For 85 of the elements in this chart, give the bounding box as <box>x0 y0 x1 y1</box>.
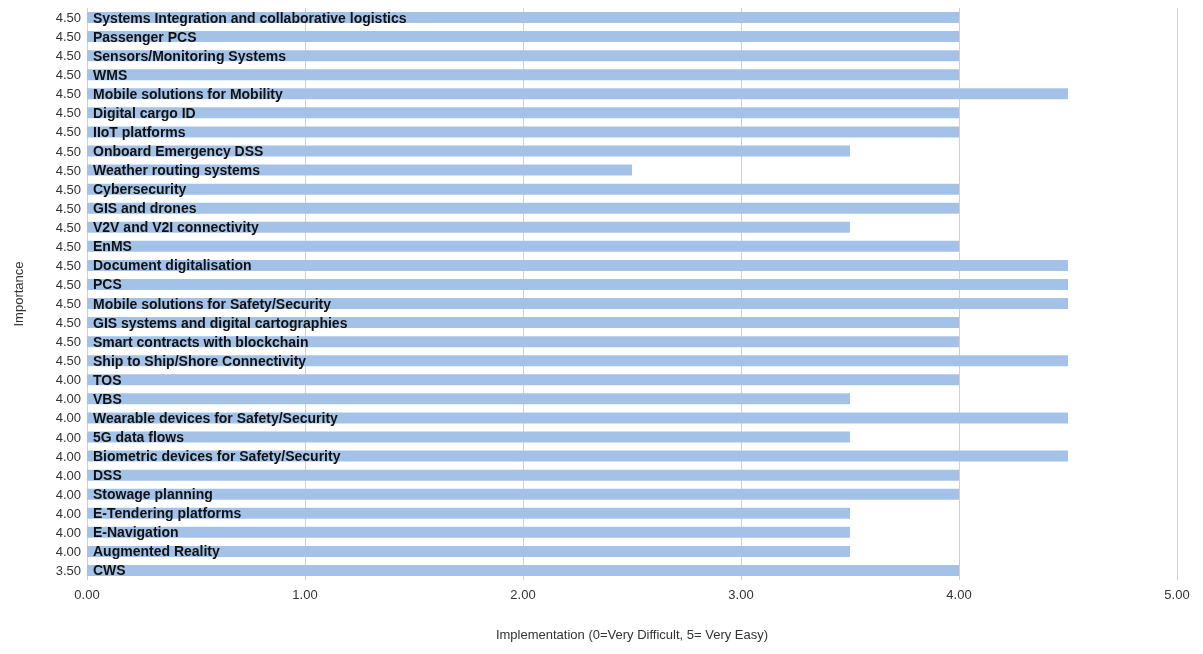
bar <box>87 107 959 119</box>
annotation: Weather routing systems <box>93 162 261 179</box>
y-tick-label: 4.50 <box>55 105 81 121</box>
x-tick-label: 3.00 <box>728 587 754 602</box>
annotation: Mobile solutions for Mobility <box>93 85 283 102</box>
annotation: Augmented Reality <box>93 543 221 560</box>
annotation: E-Navigation <box>93 524 179 541</box>
annotation: Systems Integration and collaborative logistics <box>93 9 407 26</box>
y-tick-label: 4.00 <box>55 410 81 426</box>
y-tick-label: 4.50 <box>55 334 81 350</box>
y-tick-label: 4.50 <box>55 296 81 312</box>
bar <box>87 488 959 500</box>
bar <box>87 126 959 138</box>
y-tick-label: 4.00 <box>55 543 81 559</box>
y-tick-label: 3.50 <box>55 562 81 578</box>
x-tick-label: 5.00 <box>1164 587 1190 602</box>
annotation: GIS and drones <box>93 200 197 217</box>
annotation: PCS <box>93 276 122 293</box>
x-tick-label: 2.00 <box>510 587 536 602</box>
bar <box>87 564 959 576</box>
annotation: E-Tendering platforms <box>93 505 242 522</box>
y-tick-label: 4.50 <box>55 124 81 140</box>
bar <box>87 469 959 481</box>
bar <box>87 259 1068 271</box>
annotation: Cybersecurity <box>93 181 187 198</box>
annotation: V2V and V2I connectivity <box>93 219 259 236</box>
y-tick-label: 4.00 <box>55 391 81 407</box>
y-tick-label: 4.00 <box>55 372 81 388</box>
y-tick-label: 4.50 <box>55 162 81 178</box>
y-tick-label: 4.50 <box>55 353 81 369</box>
y-tick-label: 4.50 <box>55 10 81 26</box>
y-tick-label: 4.00 <box>55 486 81 502</box>
y-tick-label: 4.50 <box>55 257 81 273</box>
x-tick-label: 0.00 <box>74 587 100 602</box>
annotation: Ship to Ship/Shore Connectivity <box>93 352 307 369</box>
x-tick-label: 1.00 <box>292 587 318 602</box>
y-tick-label: 4.00 <box>55 467 81 483</box>
y-tick-label: 4.50 <box>55 238 81 254</box>
annotation: Stowage planning <box>93 486 213 503</box>
annotation: Digital cargo ID <box>93 104 196 121</box>
annotation: 5G data flows <box>93 429 185 445</box>
x-axis-title: Implementation (0=Very Difficult, 5= Very Easy) <box>495 627 769 642</box>
bar <box>87 240 959 252</box>
annotation: EnMS <box>93 238 132 255</box>
bar <box>87 278 1068 290</box>
bar <box>87 69 959 81</box>
y-tick-label: 4.50 <box>55 67 81 83</box>
y-tick-label: 4.50 <box>55 315 81 331</box>
annotation: Wearable devices for Safety/Security <box>93 409 339 426</box>
y-tick-label: 4.50 <box>55 181 81 197</box>
bar <box>87 431 850 443</box>
bar <box>87 374 959 386</box>
y-tick-label: 4.50 <box>55 29 81 45</box>
annotation: VBS <box>93 390 122 407</box>
bar <box>87 183 959 195</box>
bar <box>87 393 850 405</box>
annotation: Onboard Emergency DSS <box>93 143 264 159</box>
annotation: DSS <box>93 467 122 484</box>
bar <box>87 31 959 43</box>
y-tick-label: 4.50 <box>55 200 81 216</box>
bar <box>87 526 850 538</box>
y-tick-label: 4.00 <box>55 505 81 521</box>
annotation: Sensors/Monitoring Systems <box>93 47 287 64</box>
x-tick-label: 4.00 <box>946 587 972 602</box>
y-tick-label: 4.50 <box>55 276 81 292</box>
annotation: Document digitalisation <box>93 257 252 274</box>
annotation: Smart contracts with blockchain <box>93 333 309 350</box>
annotation: CWS <box>93 562 126 579</box>
annotation: Biometric devices for Safety/Security <box>93 448 341 465</box>
y-tick-label: 4.50 <box>55 143 81 159</box>
annotation: WMS <box>93 66 128 83</box>
y-tick-label: 4.00 <box>55 429 81 445</box>
y-tick-label: 4.00 <box>55 448 81 464</box>
y-tick-label: 4.00 <box>55 524 81 540</box>
y-axis-title: Importance <box>11 261 26 327</box>
annotation: Passenger PCS <box>93 28 197 45</box>
annotation: Mobile solutions for Safety/Security <box>93 295 332 312</box>
y-tick-label: 4.50 <box>55 86 81 102</box>
y-tick-label: 4.50 <box>55 48 81 64</box>
bar <box>87 202 959 214</box>
bar <box>87 545 850 557</box>
annotation: TOS <box>93 371 122 388</box>
annotation: GIS systems and digital cartographies <box>93 314 348 331</box>
annotation: IIoT platforms <box>93 123 186 140</box>
y-tick-label: 4.50 <box>55 219 81 235</box>
